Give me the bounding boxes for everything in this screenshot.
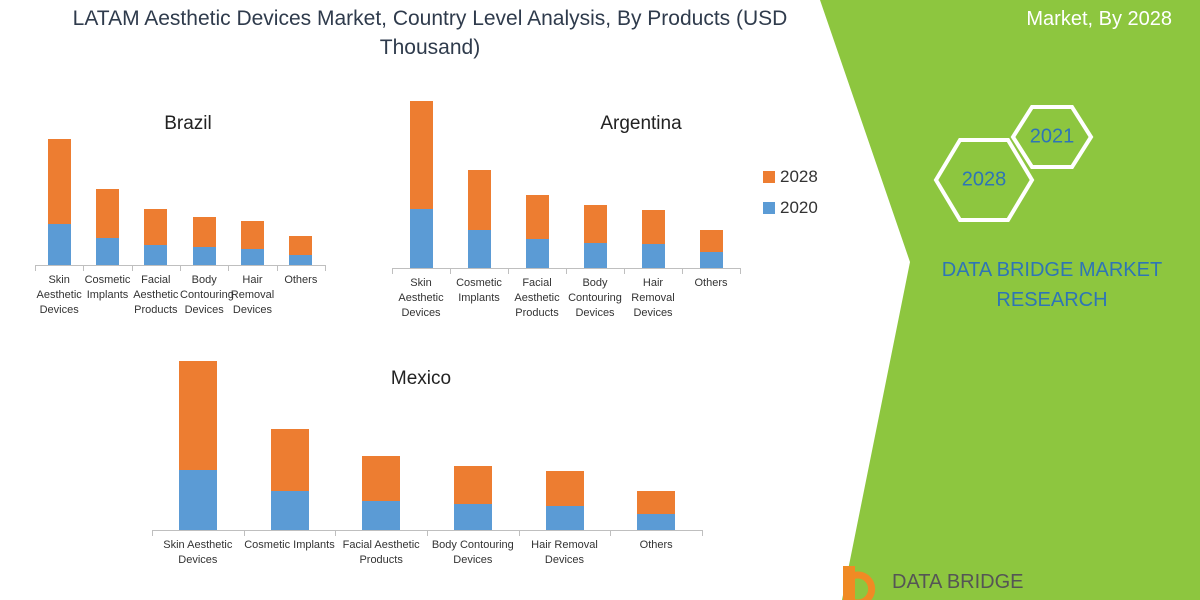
x-tick-label: Facial Aesthetic Products — [342, 539, 420, 566]
bar — [641, 244, 665, 268]
x-tick-label: Body Contouring Devices — [568, 277, 622, 319]
x-tick-label: Body Contouring Devices — [431, 539, 514, 566]
x-tick — [450, 268, 451, 274]
x-tick — [392, 268, 393, 274]
legend-label: 2020 — [780, 198, 818, 217]
bar — [583, 243, 607, 268]
x-tick — [508, 268, 509, 274]
x-tick — [518, 530, 520, 536]
bar — [362, 501, 401, 530]
hexagon — [1010, 105, 1094, 169]
bar — [289, 255, 313, 265]
bar — [453, 504, 492, 530]
x-tick-label: Skin Aesthetic Devices — [163, 539, 233, 566]
bar — [144, 245, 168, 265]
bar — [699, 230, 723, 252]
x-tick-label: Cosmetic Implants — [84, 274, 131, 301]
bar — [47, 224, 71, 265]
hexagon — [933, 138, 1035, 222]
bar — [637, 491, 676, 514]
x-tick — [83, 265, 85, 271]
brand: DATA BRIDGE MARKET RESEARCH — [941, 259, 1163, 311]
legend-label: 2028 — [780, 167, 818, 186]
x-tick-label: Others — [284, 274, 318, 286]
legend-swatch — [763, 171, 775, 183]
hex-label: 2028 — [961, 168, 1007, 191]
bar — [637, 514, 676, 530]
x-tick — [335, 530, 337, 536]
x-tick-label: Others — [694, 277, 728, 289]
x-tick — [740, 268, 741, 274]
bar — [178, 361, 217, 470]
bar — [453, 466, 492, 504]
bar — [289, 236, 313, 255]
bar — [409, 101, 433, 209]
x-tick-label: Hair Removal Devices — [230, 274, 275, 316]
x-tick-label: Cosmetic Implants — [456, 277, 502, 304]
x-tick — [131, 265, 133, 271]
bar — [545, 471, 584, 506]
logo-mark — [846, 571, 876, 600]
x-tick — [35, 265, 36, 271]
bar — [47, 139, 71, 224]
x-tick-label: Hair Removal Devices — [631, 277, 675, 319]
panel-heading: Market, By 2028 — [1026, 8, 1172, 30]
bar — [178, 470, 217, 530]
x-tick — [702, 530, 703, 536]
bar — [192, 217, 216, 247]
hex-label: 2021 — [1029, 125, 1075, 148]
bar — [525, 195, 549, 239]
x-tick — [427, 530, 428, 536]
x-tick-label: Facial Aesthetic Products — [133, 274, 179, 316]
chart-title: Brazil — [164, 113, 212, 134]
bar — [96, 238, 119, 265]
bar — [241, 249, 264, 265]
x-tick — [152, 530, 153, 536]
x-tick-label: Hair Removal Devices — [531, 539, 598, 566]
x-tick-label: Cosmetic Implants — [244, 539, 335, 551]
bar — [96, 189, 119, 238]
x-tick-label: Others — [639, 539, 673, 551]
x-tick — [610, 530, 612, 536]
x-tick — [325, 265, 326, 271]
chart-title: Mexico — [390, 368, 452, 389]
x-tick — [566, 268, 567, 274]
x-tick-label: Body Contouring Devices — [180, 274, 234, 316]
bar — [467, 170, 491, 230]
x-tick — [624, 268, 625, 274]
x-tick-label: Skin Aesthetic Devices — [398, 277, 444, 319]
bar — [467, 230, 491, 268]
bar — [270, 429, 309, 491]
bar — [144, 209, 168, 245]
bar — [362, 456, 401, 501]
bar — [525, 239, 549, 268]
bar — [583, 205, 607, 243]
logo-text: DATA BRIDGE — [892, 571, 1024, 593]
green-panel — [820, 0, 1200, 600]
x-tick-label: Skin Aesthetic Devices — [36, 274, 82, 316]
bar — [641, 210, 665, 244]
bar — [409, 209, 433, 268]
logo-mark — [843, 566, 855, 600]
bar — [241, 221, 264, 249]
x-tick-label: Facial Aesthetic Products — [514, 277, 560, 319]
x-tick — [180, 265, 181, 271]
x-tick — [228, 265, 230, 271]
title: LATAM Aesthetic Devices Market, Country … — [72, 7, 788, 59]
x-tick — [276, 265, 278, 271]
x-tick — [243, 530, 245, 536]
bar — [699, 252, 723, 268]
x-tick — [682, 268, 683, 274]
bar — [545, 506, 584, 530]
bar — [192, 247, 216, 265]
chart-title: Argentina — [600, 113, 682, 134]
legend-swatch — [763, 202, 775, 214]
bar — [270, 491, 309, 530]
